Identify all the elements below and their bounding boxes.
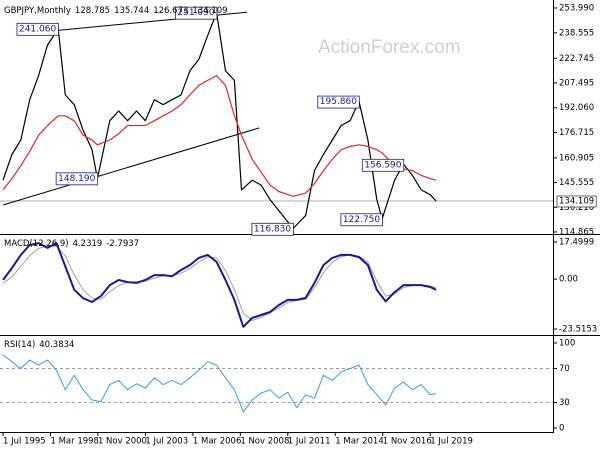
price-annotation: 122.750: [340, 213, 383, 227]
frame: [0, 0, 600, 433]
panel-plot: ActionForex.com: [0, 11, 553, 230]
y-tick-label: -23.5153: [559, 325, 597, 335]
annotation-box: [251, 222, 294, 236]
x-tick-label: 1 Mar 1998: [50, 437, 98, 447]
header-value: 135.744: [114, 6, 149, 16]
price-annotation: 195.860: [317, 95, 360, 109]
y-tick-label: 192.060: [559, 103, 594, 113]
y-tick-label: 114.865: [559, 227, 594, 237]
series-line: [2, 354, 437, 413]
x-tick-label: 1 Mar 2014: [335, 437, 383, 447]
y-tick-label: 130.210: [559, 203, 594, 213]
x-tick-label: 1 Jul 2011: [288, 437, 331, 447]
panel-title: MACD(12,26,9): [4, 239, 69, 249]
price-annotation: 241.060: [16, 22, 59, 36]
y-tick-label: 145.555: [559, 178, 594, 188]
panel-title: RSI(14): [4, 340, 35, 350]
series-line: [2, 245, 437, 321]
annotation-label: 251.090: [177, 8, 214, 18]
x-tick-label: 1 Nov 2000: [98, 437, 147, 447]
panel-title: GBPJPY,Monthly: [4, 6, 71, 16]
trend-line: [2, 127, 260, 206]
series-line: [2, 242, 437, 328]
panel-header: GBPJPY,Monthly 128.785 135.744 126.673 134.1…: [4, 6, 228, 16]
annotation-box: [340, 213, 383, 227]
annotation-label: 122.750: [343, 215, 380, 225]
panel-plot: [0, 354, 553, 413]
y-tick-label: 207.495: [559, 78, 594, 88]
y-tick-label: 17.4999: [559, 238, 594, 248]
header-value: 40.3834: [39, 340, 74, 350]
y-tick-label: 176.715: [559, 128, 594, 138]
panel-plot: [2, 242, 437, 328]
price-annotation: 251.090: [174, 6, 218, 20]
price-annotation: 156.590: [361, 158, 405, 172]
y-tick-label: 100: [559, 338, 575, 348]
annotation-label: 156.590: [364, 160, 401, 170]
x-tick-label: 1 Nov 2008: [240, 437, 289, 447]
header-value: 4.2319: [73, 239, 103, 249]
x-tick-label: 1 Nov 2016: [383, 437, 432, 447]
y-tick-label: 0: [559, 424, 564, 434]
header-value: 126.673: [153, 6, 188, 16]
price-annotation: 148.190: [55, 172, 99, 186]
series-line: [2, 75, 437, 197]
annotation-label: 241.060: [19, 24, 56, 34]
annotation-box: [55, 172, 99, 186]
y-tick-label: 253.990: [559, 4, 594, 14]
y-tick-label: 222.745: [559, 54, 594, 64]
panel-header: RSI(14) 40.3834: [4, 340, 74, 350]
y-tick-label: 160.905: [559, 153, 594, 163]
annotation-box: [361, 158, 405, 172]
annotation-box: [16, 22, 59, 36]
watermark: ActionForex.com: [318, 37, 461, 58]
header-value: 134.109: [192, 6, 227, 16]
y-tick-label: 70: [559, 364, 570, 374]
header-value: -2.7937: [106, 239, 139, 249]
x-tick-label: 1 Mar 2006: [193, 437, 241, 447]
annotation-label: 148.190: [58, 174, 95, 184]
panel-header: MACD(12,26,9) 4.2319 -2.7937: [4, 239, 139, 249]
y-tick-label: 238.555: [559, 28, 594, 38]
header-value: 128.785: [75, 6, 110, 16]
x-tick-label: 1 Jul 2019: [430, 437, 473, 447]
y-tick-label: 0.00: [559, 275, 578, 285]
annotation-label: 116.830: [254, 224, 291, 234]
x-tick-label: 1 Jul 2003: [145, 437, 188, 447]
last-price-box: [556, 195, 597, 208]
last-price-label: 134.109: [559, 196, 594, 206]
y-tick-label: 30: [559, 398, 570, 408]
annotation-box: [317, 95, 360, 109]
annotation-label: 195.860: [320, 97, 357, 107]
x-tick-label: 1 Jul 1995: [3, 437, 46, 447]
annotation-box: [174, 6, 218, 20]
price-annotation: 116.830: [251, 222, 294, 236]
